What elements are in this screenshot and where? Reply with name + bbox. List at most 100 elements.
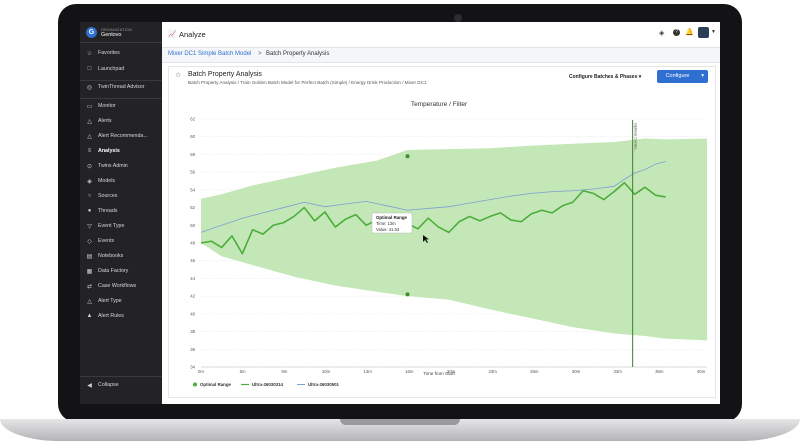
alert-rules-icon: ▲ xyxy=(86,313,93,319)
x-tick-label: 9m xyxy=(281,369,287,374)
breadcrumb-link-model[interactable]: Mixer DC1 Simple Batch Model xyxy=(168,51,252,57)
y-tick-label: 58 xyxy=(190,152,195,157)
bell-icon[interactable]: 🔔 xyxy=(685,29,694,36)
favorite-star-icon[interactable]: ☆ xyxy=(175,72,182,79)
sidebar-item-label: Models xyxy=(98,178,116,184)
sidebar-divider xyxy=(80,80,162,81)
alert-recommendation-icon: △ xyxy=(87,133,92,140)
help-icon[interactable]: ? xyxy=(673,29,680,36)
sidebar-item-label: Alert Rules xyxy=(98,313,124,319)
panel-title: Batch Property Analysis xyxy=(188,71,262,78)
x-tick-label: 20m xyxy=(447,369,456,374)
sidebar-item-label: Sources xyxy=(98,193,118,199)
sidebar-item-twinthread-advisor[interactable]: ◎ TwinThread Advisor xyxy=(86,82,145,92)
y-tick-label: 40 xyxy=(190,311,195,316)
breadcrumb-current: Batch Property Analysis xyxy=(266,51,330,57)
sidebar-divider xyxy=(80,376,162,377)
chart-legend: Optimal Range Ultra-26030314 Ultra-2603050… xyxy=(193,382,340,387)
app-screen: G ORGANIZATION Gentovo ☆ Favorites □ Launch… xyxy=(80,22,720,404)
y-axis: 34 36 38 40 42 44 46 48 50 52 54 56 58 60 62 xyxy=(190,117,195,370)
sidebar-item-label: Case Workflows xyxy=(98,283,137,289)
chevron-down-icon: ▾ xyxy=(701,73,704,79)
collapse-icon: ◀ xyxy=(87,382,92,389)
sidebar-item-case-workflows[interactable]: ⇄ Case Workflows xyxy=(86,281,136,291)
chart-series xyxy=(200,161,666,255)
sidebar-item-sources[interactable]: ○ Sources xyxy=(86,191,118,201)
sidebar-item-alert-recommenda[interactable]: △ Alert Recommenda... xyxy=(86,131,148,141)
sidebar-item-alert-type[interactable]: △ Alert Type xyxy=(86,296,122,306)
avatar[interactable] xyxy=(698,27,709,38)
series-line-ultra-26030314 xyxy=(200,181,666,255)
legend-swatch-optimal-range xyxy=(193,382,197,387)
x-tick-label: 13m xyxy=(363,369,372,374)
configure-label: Configure xyxy=(665,73,690,79)
series-line-ultra-26030501 xyxy=(200,161,666,233)
sidebar-item-threads[interactable]: ● Threads xyxy=(86,206,118,216)
sidebar-divider xyxy=(80,42,162,43)
sidebar-item-label: Alerts xyxy=(98,118,112,124)
sidebar-item-notebooks[interactable]: ▤ Notebooks xyxy=(86,251,124,261)
range-markers xyxy=(405,154,410,297)
sidebar-item-monitor[interactable]: ▭ Monitor xyxy=(86,101,116,111)
sidebar-item-label: Launchpad xyxy=(98,66,125,72)
tooltip-title: Optimal Range xyxy=(376,215,408,220)
sidebar-item-alerts[interactable]: △ Alerts xyxy=(86,116,112,126)
sidebar-item-models[interactable]: ◈ Models xyxy=(86,176,115,186)
sidebar-item-event-type[interactable]: ▽ Event Type xyxy=(86,221,124,231)
legend-label: Optimal Range xyxy=(200,382,232,387)
sidebar-item-label: Monitor xyxy=(98,103,116,109)
sidebar-item-twins-admin[interactable]: ⊙ Twins Admin xyxy=(86,161,128,171)
sidebar-item-alert-rules[interactable]: ▲ Alert Rules xyxy=(86,311,124,321)
sidebar-item-data-factory[interactable]: ▦ Data Factory xyxy=(86,266,129,276)
sidebar-item-label: Data Factory xyxy=(98,268,129,274)
sidebar-item-label: Alert Recommenda... xyxy=(98,133,148,139)
chevron-down-icon[interactable]: ▼ xyxy=(711,29,716,35)
sidebar-item-label: Notebooks xyxy=(98,253,124,259)
range-marker[interactable] xyxy=(405,292,410,297)
configure-batches-button[interactable]: Configure Batches & Phases ▾ xyxy=(569,74,641,80)
range-marker[interactable] xyxy=(405,154,410,159)
advisor-icon: ◎ xyxy=(86,84,93,91)
sidebar-item-events[interactable]: ◇ Events xyxy=(86,236,114,246)
legend-label: Ultra-26030314 xyxy=(252,382,284,387)
x-tick-label: 40m xyxy=(697,369,706,374)
monitor-icon: ▭ xyxy=(86,103,93,110)
sidebar-item-favorites[interactable]: ☆ Favorites xyxy=(86,48,120,58)
y-tick-label: 52 xyxy=(190,205,195,210)
y-tick-label: 38 xyxy=(190,329,195,334)
sidebar-item-label: TwinThread Advisor xyxy=(98,84,145,90)
twins-icon: ⊙ xyxy=(86,163,93,170)
collapse-label: Collapse xyxy=(98,382,119,388)
page-title: Analyze xyxy=(179,30,206,39)
optimal-duration-label: Optimal Duratio... xyxy=(634,123,638,153)
bell-icon: △ xyxy=(87,118,92,125)
configure-button[interactable]: Configure ▾ xyxy=(657,70,708,83)
y-tick-label: 44 xyxy=(190,276,195,281)
notebooks-icon: ▤ xyxy=(86,253,93,260)
sidebar: G ORGANIZATION Gentovo ☆ Favorites □ Launch… xyxy=(80,22,162,404)
panel-subtitle: Batch Property Analysis / Train Golden B… xyxy=(188,80,427,85)
configure-batches-label: Configure Batches & Phases xyxy=(569,74,638,80)
optimal-duration-marker: Optimal Duratio... xyxy=(632,120,638,367)
sidebar-item-label: Events xyxy=(98,238,115,244)
y-tick-label: 60 xyxy=(190,134,195,139)
laptop-base xyxy=(0,419,800,441)
layers-icon[interactable]: ◈ xyxy=(659,30,665,37)
case-workflows-icon: ⇄ xyxy=(86,283,93,290)
sidebar-item-analysis[interactable]: ≡ Analysis xyxy=(86,146,120,156)
sidebar-item-launchpad[interactable]: □ Launchpad xyxy=(86,64,125,74)
x-tick-label: 23m xyxy=(488,369,497,374)
org-switcher[interactable]: G ORGANIZATION Gentovo xyxy=(86,27,132,38)
x-tick-label: 33m xyxy=(613,369,622,374)
org-logo: G xyxy=(86,27,97,38)
x-tick-label: 0m xyxy=(198,369,204,374)
sidebar-item-label: Favorites xyxy=(98,50,120,56)
legend-label: Ultra-26030501 xyxy=(308,382,340,387)
chevron-down-icon: ▾ xyxy=(638,74,642,80)
sidebar-divider xyxy=(80,98,162,99)
collapse-button[interactable]: ◀ Collapse xyxy=(86,380,119,390)
analyze-chart-icon: 📈 xyxy=(168,31,177,38)
y-tick-label: 54 xyxy=(190,187,195,192)
tooltip-box xyxy=(371,212,413,234)
org-name: Gentovo xyxy=(101,31,122,38)
